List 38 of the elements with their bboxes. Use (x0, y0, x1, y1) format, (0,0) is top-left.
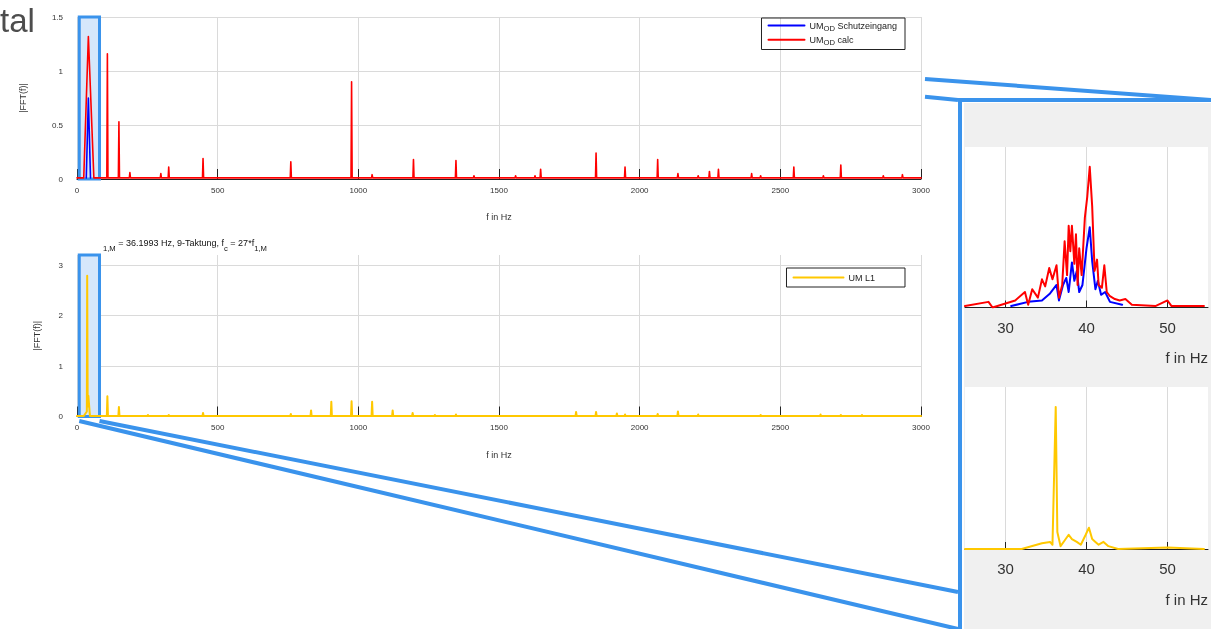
x-axis-title: f in Hz (1165, 349, 1208, 366)
y-tick-label: 1 (58, 361, 64, 371)
x-tick-label: 40 (1078, 318, 1095, 336)
x-tick-label: 3000 (912, 423, 931, 432)
x-tick-label: 1500 (490, 185, 509, 195)
x-tick-label: 40 (1078, 560, 1095, 577)
y-tick-label: 0 (58, 412, 64, 421)
text: tal (0, 2, 35, 39)
y-tick-label: 0 (58, 174, 64, 184)
line-series (76, 274, 922, 417)
x-tick-label: 30 (997, 560, 1014, 577)
x-tick-label: 3000 (912, 185, 931, 195)
x-tick-label: 50 (1159, 318, 1176, 336)
x-tick-label: 2500 (771, 185, 790, 195)
x-tick-label: 500 (210, 185, 225, 195)
x-tick-label: 500 (210, 423, 225, 432)
y-tick-label: 1 (58, 66, 64, 76)
y-axis-title: |FFT(f)| (18, 83, 28, 113)
x-tick-label: 1000 (349, 423, 368, 432)
y-axis-title: |FFT(f)| (32, 320, 42, 351)
y-tick-label: 3 (58, 260, 64, 270)
x-tick-label: 1500 (490, 423, 509, 432)
x-tick-label: 1000 (349, 185, 368, 195)
x-tick-label: 0 (74, 423, 80, 432)
x-axis-title: f in Hz (486, 212, 513, 222)
y-tick-label: 2 (58, 311, 64, 321)
y-tick-label: 1.5 (51, 12, 64, 22)
x-tick-label: 2500 (771, 423, 790, 432)
x-tick-label: 50 (1159, 560, 1176, 577)
x-axis-title: f in Hz (486, 449, 513, 460)
x-tick-label: 2000 (630, 185, 650, 195)
y-tick-label: 0.5 (51, 120, 64, 130)
x-tick-label: 2000 (630, 423, 650, 432)
x-tick-label: 30 (997, 318, 1014, 336)
text: UM L1 (848, 272, 876, 283)
line-series (76, 35, 922, 179)
x-tick-label: 0 (74, 185, 80, 195)
x-axis-title: f in Hz (1165, 590, 1208, 608)
